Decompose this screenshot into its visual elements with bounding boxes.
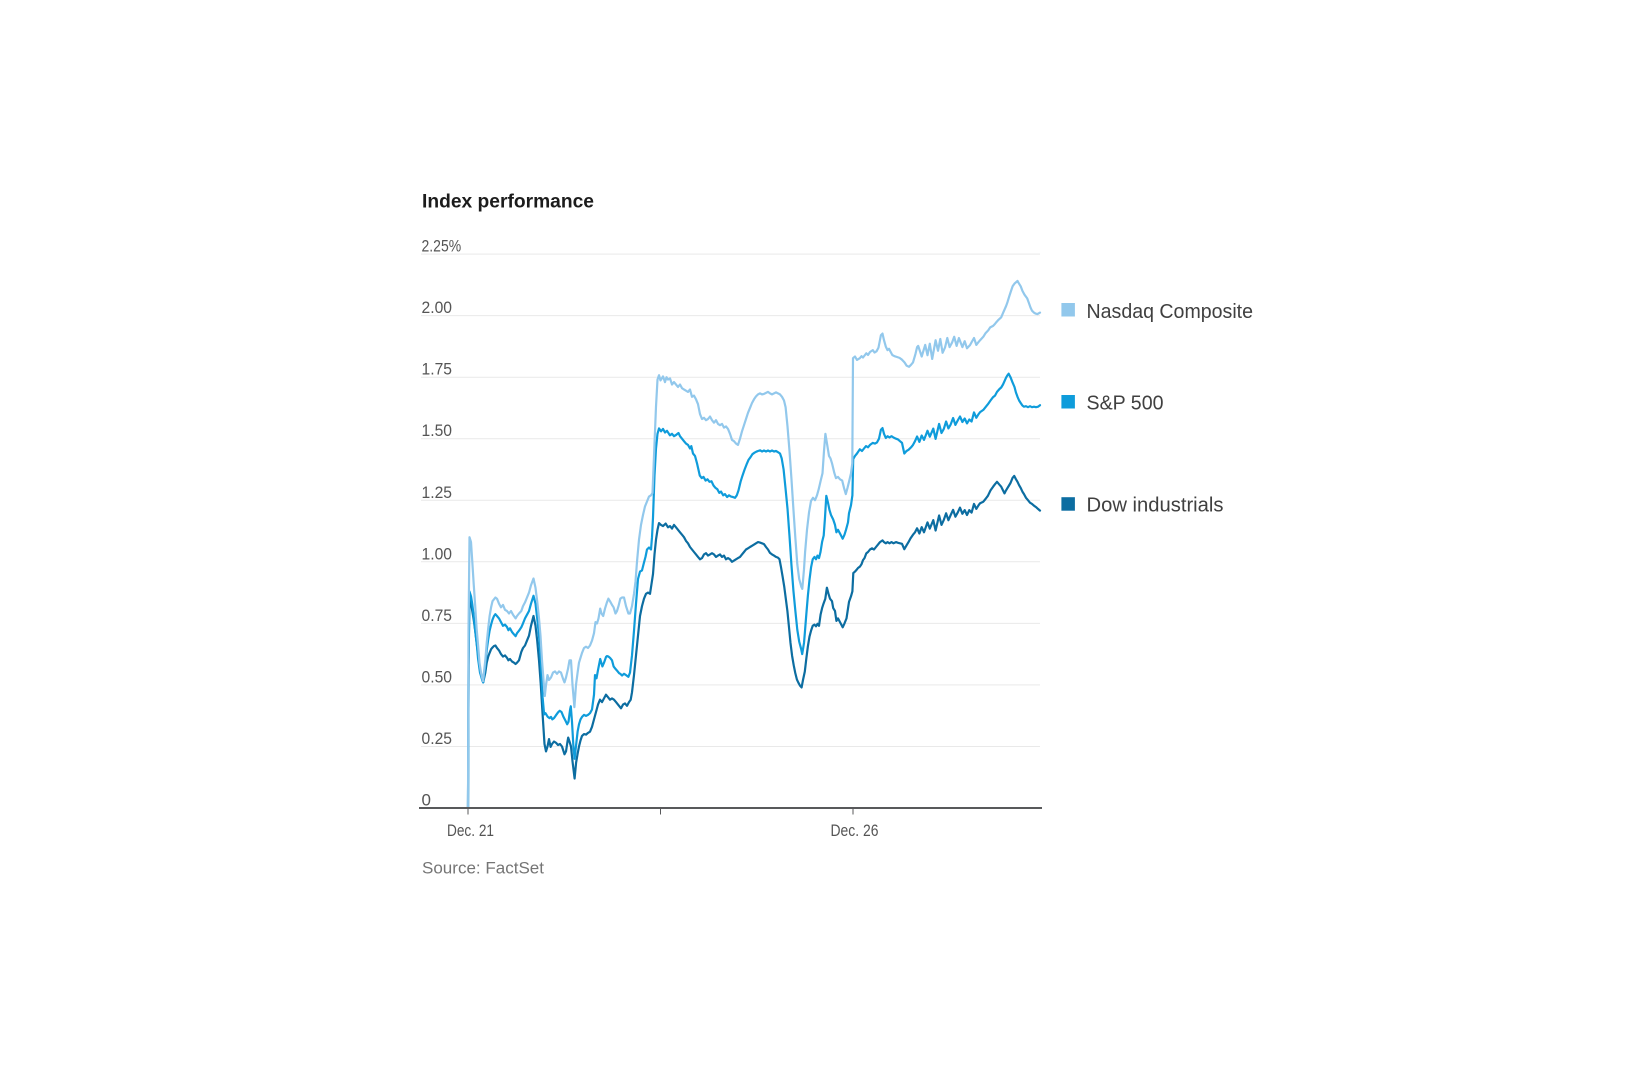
svg-text:2.00: 2.00	[422, 298, 453, 317]
svg-text:Index performance: Index performance	[422, 192, 594, 213]
svg-text:Nasdaq Composite: Nasdaq Composite	[1087, 301, 1254, 323]
svg-text:1.50: 1.50	[422, 421, 453, 440]
svg-text:1.25: 1.25	[422, 483, 453, 502]
svg-text:Source: FactSet: Source: FactSet	[422, 859, 544, 878]
svg-text:0.25: 0.25	[422, 729, 453, 748]
svg-text:0: 0	[422, 791, 431, 810]
svg-text:1.75: 1.75	[422, 360, 453, 379]
svg-text:Dec. 21: Dec. 21	[447, 821, 494, 840]
svg-text:0.75: 0.75	[422, 606, 453, 625]
svg-text:Dec. 26: Dec. 26	[831, 821, 879, 840]
svg-text:2.25%: 2.25%	[422, 237, 462, 256]
svg-text:1.00: 1.00	[422, 544, 453, 563]
svg-text:S&P 500: S&P 500	[1087, 393, 1164, 415]
svg-text:Dow industrials: Dow industrials	[1087, 495, 1224, 517]
svg-text:0.50: 0.50	[422, 667, 453, 686]
